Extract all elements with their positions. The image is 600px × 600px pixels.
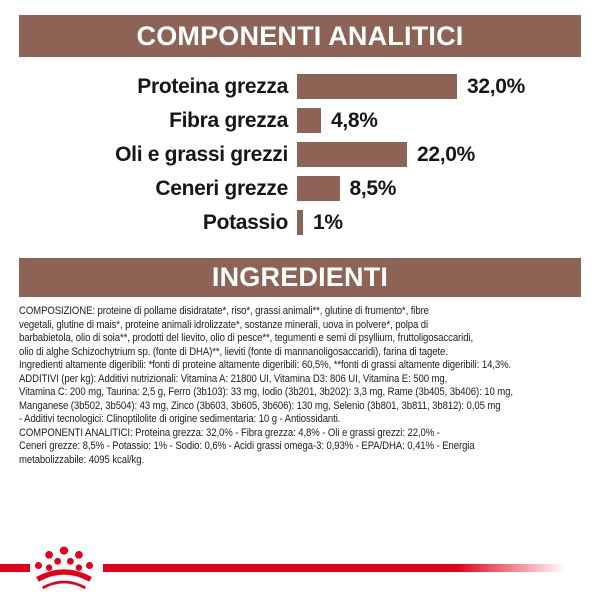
ingredients-text-line: Manganese (3b502, 3b504): 43 mg, Zinco (… xyxy=(19,399,501,412)
chart-category-label: Oli e grassi grezzi xyxy=(115,142,288,166)
ingredients-text-line: Ingredienti altamente digeribili: *fonti… xyxy=(19,359,512,371)
ingredients-text-line: metabolizzabile: 4095 kcal/kg. xyxy=(19,453,145,466)
chart-bar xyxy=(297,142,407,167)
ingredients-text-line: COMPONENTI ANALITICI: Proteina grezza: 3… xyxy=(19,426,440,439)
brand-divider-line-left xyxy=(0,564,30,572)
chart-value-label: 4,8% xyxy=(331,108,378,132)
chart-row: Ceneri grezze 8,5% xyxy=(0,176,600,201)
chart-value-label: 1% xyxy=(313,210,343,234)
chart-category-label: Ceneri grezze xyxy=(155,176,288,200)
ingredients-text-line: vegetali, glutine di mais*, proteine ani… xyxy=(19,318,429,331)
chart-category-label: Proteina grezza xyxy=(137,74,288,98)
royal-canin-crown-icon xyxy=(34,546,94,590)
chart-row: Fibra grezza 4,8% xyxy=(0,108,600,133)
ingredients-text-line: COMPOSIZIONE: proteine di pollame disidr… xyxy=(19,305,429,317)
chart-row: Proteina grezza 32,0% xyxy=(0,74,600,99)
chart-value-label: 32,0% xyxy=(467,74,526,98)
chart-row: Oli e grassi grezzi 22,0% xyxy=(0,142,600,167)
chart-value-label: 8,5% xyxy=(349,176,397,200)
analytics-section-header: COMPONENTI ANALITICI xyxy=(19,15,581,57)
ingredients-text-line: olio di alghe Schizochytrium sp. (fonte … xyxy=(19,345,448,358)
analytics-section-title: COMPONENTI ANALITICI xyxy=(136,20,464,51)
chart-row: Potassio 1% xyxy=(0,210,600,235)
chart-category-label: Fibra grezza xyxy=(169,108,288,132)
chart-bar xyxy=(297,74,457,99)
chart-bar xyxy=(297,210,303,235)
ingredients-text-line: - Additivi tecnologici: Clinoptilolite d… xyxy=(19,413,341,425)
ingredients-text-line: Ceneri grezze: 8,5% - Potassio: 1% - Sod… xyxy=(19,440,475,452)
brand-divider-line-right xyxy=(103,564,600,572)
ingredients-text-block: COMPOSIZIONE: proteine di pollame disidr… xyxy=(19,305,598,467)
analytical-components-bar-chart: Proteina grezza 32,0% Fibra grezza 4,8% Oli … xyxy=(0,74,600,244)
chart-value-label: 22,0% xyxy=(417,142,476,166)
chart-bar xyxy=(297,176,340,201)
chart-category-label: Potassio xyxy=(202,210,288,234)
ingredients-text-line: barbabietola, olio di soia**, prodotti d… xyxy=(19,332,474,344)
ingredients-section-header: INGREDIENTI xyxy=(19,258,581,297)
chart-bar xyxy=(297,108,321,133)
ingredients-text-line: ADDITIVI (per kg): Additivi nutrizionali… xyxy=(19,372,448,385)
ingredients-section-title: INGREDIENTI xyxy=(211,262,389,292)
ingredients-text-line: Vitamina C: 200 mg, Taurina: 2,5 g, Ferr… xyxy=(19,386,513,398)
